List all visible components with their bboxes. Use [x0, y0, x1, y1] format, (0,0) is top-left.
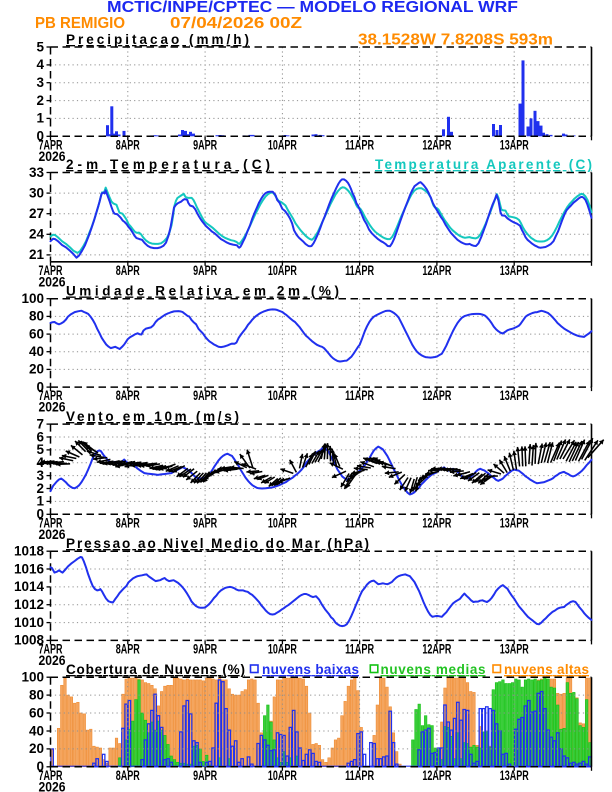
svg-text:60: 60 [29, 705, 44, 720]
svg-text:13APR: 13APR [500, 263, 529, 278]
svg-text:1: 1 [36, 111, 44, 126]
svg-text:9APR: 9APR [193, 515, 217, 530]
svg-text:3: 3 [36, 468, 44, 483]
svg-text:9APR: 9APR [193, 263, 217, 278]
svg-text:0: 0 [36, 379, 44, 394]
svg-text:12APR: 12APR [422, 137, 451, 152]
svg-text:38.1528W 7.8208S 593m: 38.1528W 7.8208S 593m [358, 32, 553, 49]
svg-text:8APR: 8APR [116, 263, 140, 278]
svg-text:7APR: 7APR [39, 768, 63, 783]
svg-text:10APR: 10APR [268, 263, 297, 278]
svg-text:13APR: 13APR [500, 137, 529, 152]
svg-text:nuvens medias: nuvens medias [381, 662, 486, 677]
svg-text:7APR: 7APR [39, 388, 63, 403]
svg-text:12APR: 12APR [422, 768, 451, 783]
svg-text:7: 7 [36, 416, 44, 431]
svg-text:0: 0 [36, 759, 44, 774]
svg-text:100: 100 [21, 291, 44, 306]
svg-text:2-m Temperatura (C): 2-m Temperatura (C) [66, 157, 270, 172]
svg-text:11APR: 11APR [345, 137, 374, 152]
svg-text:MCTIC/INPE/CPTEC — MODELO REGI: MCTIC/INPE/CPTEC — MODELO REGIONAL WRF [107, 0, 518, 16]
svg-text:Precipitacao (mm/h): Precipitacao (mm/h) [66, 32, 249, 47]
svg-text:12APR: 12APR [422, 388, 451, 403]
svg-text:40: 40 [29, 723, 44, 738]
svg-text:Umidade Relativa em 2m (%): Umidade Relativa em 2m (%) [66, 284, 339, 299]
svg-text:24: 24 [29, 227, 45, 242]
svg-text:11APR: 11APR [345, 641, 374, 656]
svg-text:1014: 1014 [14, 579, 45, 594]
svg-text:8APR: 8APR [116, 515, 140, 530]
svg-text:12APR: 12APR [422, 641, 451, 656]
svg-text:11APR: 11APR [345, 515, 374, 530]
svg-text:PB REMIGIO: PB REMIGIO [35, 15, 125, 32]
svg-text:8APR: 8APR [116, 388, 140, 403]
svg-text:1010: 1010 [14, 615, 44, 630]
svg-text:80: 80 [29, 309, 44, 324]
svg-text:8APR: 8APR [116, 641, 140, 656]
svg-text:80: 80 [29, 687, 44, 702]
svg-text:10APR: 10APR [268, 768, 297, 783]
svg-text:1008: 1008 [14, 633, 45, 648]
svg-text:Cobertura de Nuvens (%): Cobertura de Nuvens (%) [66, 662, 245, 677]
svg-text:9APR: 9APR [193, 768, 217, 783]
svg-text:7APR: 7APR [39, 137, 63, 152]
svg-text:9APR: 9APR [193, 641, 217, 656]
svg-text:1016: 1016 [14, 561, 45, 576]
svg-text:13APR: 13APR [500, 388, 529, 403]
svg-text:20: 20 [29, 741, 44, 756]
svg-text:20: 20 [29, 362, 44, 377]
svg-text:0: 0 [36, 507, 44, 522]
svg-text:33: 33 [29, 165, 45, 180]
svg-text:13APR: 13APR [500, 515, 529, 530]
svg-text:27: 27 [29, 206, 44, 221]
svg-text:30: 30 [29, 185, 44, 200]
svg-text:2026: 2026 [39, 527, 66, 542]
svg-text:07/04/2026 00Z: 07/04/2026 00Z [170, 15, 303, 32]
svg-text:5: 5 [36, 442, 44, 457]
svg-text:40: 40 [29, 344, 44, 359]
svg-text:100: 100 [21, 670, 44, 685]
svg-text:8APR: 8APR [116, 768, 140, 783]
svg-text:7APR: 7APR [39, 515, 63, 530]
svg-text:12APR: 12APR [422, 515, 451, 530]
svg-text:nuvens altas: nuvens altas [504, 662, 589, 677]
svg-text:13APR: 13APR [500, 768, 529, 783]
svg-text:1012: 1012 [14, 597, 44, 612]
svg-text:9APR: 9APR [193, 137, 217, 152]
svg-text:2026: 2026 [39, 274, 66, 289]
svg-text:11APR: 11APR [345, 263, 374, 278]
svg-text:7APR: 7APR [39, 263, 63, 278]
svg-text:0: 0 [36, 129, 44, 144]
svg-text:10APR: 10APR [268, 515, 297, 530]
svg-text:2: 2 [36, 93, 44, 108]
svg-text:2026: 2026 [39, 653, 66, 668]
svg-text:8APR: 8APR [116, 137, 140, 152]
svg-text:1: 1 [36, 494, 44, 509]
svg-text:12APR: 12APR [422, 263, 451, 278]
svg-text:9APR: 9APR [193, 388, 217, 403]
svg-text:4: 4 [36, 57, 44, 72]
svg-text:6: 6 [36, 429, 44, 444]
svg-text:2026: 2026 [39, 779, 66, 792]
svg-text:11APR: 11APR [345, 388, 374, 403]
svg-text:21: 21 [29, 247, 45, 262]
svg-text:nuvens baixas: nuvens baixas [262, 662, 359, 677]
svg-text:10APR: 10APR [268, 388, 297, 403]
svg-text:1018: 1018 [14, 544, 45, 559]
svg-text:2026: 2026 [39, 149, 66, 164]
svg-text:11APR: 11APR [345, 768, 374, 783]
svg-text:60: 60 [29, 326, 44, 341]
svg-text:Temperatura Aparente (C): Temperatura Aparente (C) [375, 157, 592, 172]
svg-text:13APR: 13APR [500, 641, 529, 656]
svg-text:10APR: 10APR [268, 137, 297, 152]
svg-text:10APR: 10APR [268, 641, 297, 656]
svg-text:7APR: 7APR [39, 641, 63, 656]
svg-text:5: 5 [36, 39, 44, 54]
svg-text:2026: 2026 [39, 400, 66, 415]
svg-text:3: 3 [36, 75, 44, 90]
svg-text:Pressao ao Nivel Medio do Mar: Pressao ao Nivel Medio do Mar (hPa) [66, 536, 369, 551]
svg-text:2: 2 [36, 481, 44, 496]
